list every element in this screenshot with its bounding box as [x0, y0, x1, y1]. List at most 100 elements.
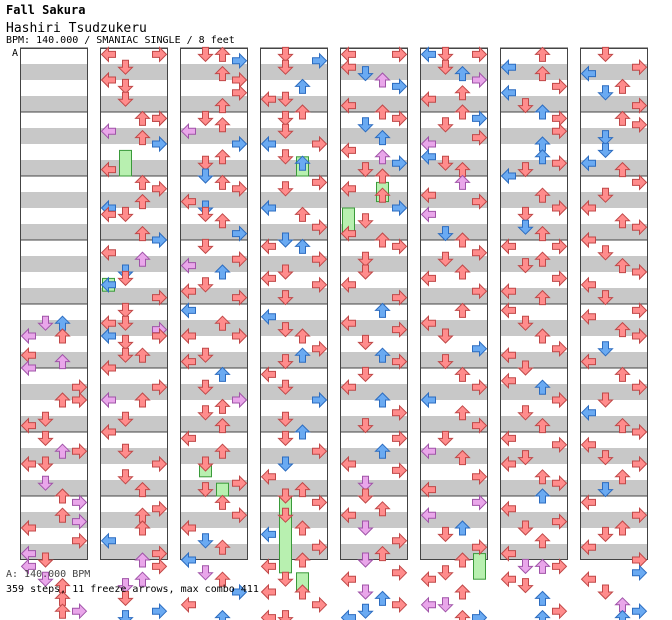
note-arrow-left [420, 148, 436, 166]
note-arrow-left [420, 186, 436, 204]
note-arrow-right [392, 46, 408, 63]
note-arrow-up [534, 590, 551, 606]
beat-band [340, 192, 408, 208]
note-arrow-down [117, 443, 134, 459]
note-arrow-down [197, 155, 214, 171]
note-arrow-down [277, 46, 294, 63]
beat-band [100, 352, 168, 368]
note-arrow-up [374, 168, 391, 184]
note-arrow-down [517, 558, 534, 575]
note-arrow-down [197, 168, 214, 184]
note-arrow-right [552, 513, 568, 530]
note-arrow-left [100, 244, 116, 262]
note-arrow-right [632, 263, 648, 281]
note-arrow-down [437, 59, 454, 75]
note-arrow-right [232, 583, 248, 601]
beat-band [580, 256, 648, 272]
note-arrow-right [552, 558, 568, 575]
note-arrow-right [472, 110, 488, 127]
note-arrow-up [214, 398, 231, 414]
note-arrow-down [597, 245, 614, 261]
note-arrow-left [260, 308, 276, 326]
note-arrow-down [517, 258, 534, 274]
note-arrow-left [260, 558, 276, 575]
beat-band [260, 256, 328, 272]
beat-band [100, 224, 168, 240]
note-arrow-up [614, 257, 631, 274]
note-arrow-up [294, 238, 311, 254]
beat-band [180, 352, 248, 368]
note-arrow-left [420, 570, 436, 588]
bpm-marker: A [12, 48, 19, 59]
beat-band [180, 512, 248, 528]
note-arrow-left [500, 346, 516, 364]
beat-band [340, 96, 408, 112]
footer-stats: 359 steps, 11 freeze arrows, max combo 4… [6, 584, 259, 595]
note-arrow-down [437, 526, 454, 543]
note-arrow-down [117, 334, 134, 351]
note-arrow-right [552, 78, 568, 95]
note-arrow-left [420, 270, 436, 287]
beat-band [260, 352, 328, 368]
note-arrow-up [454, 302, 471, 318]
beat-band [100, 480, 168, 496]
beat-band [420, 416, 488, 432]
note-arrow-down [197, 110, 214, 127]
note-arrow-up [214, 443, 231, 459]
note-arrow-up [374, 187, 391, 203]
note-arrow-up [534, 289, 551, 306]
note-arrow-left [100, 206, 116, 223]
note-arrow-down [277, 149, 294, 165]
note-arrow-left [20, 519, 36, 537]
note-arrow-up [614, 469, 631, 485]
note-arrow-up [534, 417, 551, 434]
freeze-arrow [473, 553, 486, 580]
note-arrow-up [214, 494, 231, 510]
note-arrow-up [54, 507, 71, 523]
note-arrow-down [357, 488, 374, 504]
note-arrow-right [312, 218, 328, 236]
note-arrow-up [614, 110, 631, 126]
note-arrow-down [437, 565, 454, 581]
beat-band [340, 480, 408, 496]
note-arrow-down [37, 552, 54, 568]
note-arrow-down [117, 590, 134, 607]
note-arrow-up [374, 104, 391, 120]
note-arrow-down [357, 66, 374, 82]
note-arrow-left [500, 238, 516, 255]
note-arrow-up [134, 552, 151, 568]
note-arrow-up [454, 232, 471, 248]
note-arrow-right [232, 391, 248, 409]
note-arrow-down [517, 315, 534, 331]
column-frame [420, 48, 488, 560]
note-arrow-up [534, 609, 551, 620]
note-arrow-up [454, 552, 471, 568]
note-arrow-down [517, 162, 534, 178]
freeze-arrow [216, 482, 229, 497]
note-arrow-right [152, 378, 168, 396]
beat-band [500, 448, 568, 464]
note-arrow-left [180, 430, 196, 447]
note-arrow-up [294, 206, 311, 222]
note-arrow-up [134, 571, 151, 587]
note-arrow-up [214, 149, 231, 165]
note-arrow-down [357, 264, 374, 280]
note-arrow-left [100, 327, 116, 345]
beat-band [260, 384, 328, 400]
note-arrow-down [277, 507, 294, 523]
beat-band [260, 288, 328, 304]
note-arrow-up [454, 65, 471, 82]
note-arrow-up [374, 302, 391, 318]
note-arrow-down [197, 379, 214, 395]
beat-band [260, 224, 328, 240]
note-arrow-left [420, 481, 436, 498]
note-arrow-down [197, 206, 214, 223]
beat-band [420, 96, 488, 112]
note-arrow-right [472, 538, 488, 556]
note-arrow-down [357, 603, 374, 619]
note-arrow-up [214, 539, 231, 555]
note-arrow-up [614, 213, 631, 229]
note-arrow-down [277, 610, 294, 620]
note-arrow-down [277, 379, 294, 395]
beat-band [500, 128, 568, 144]
